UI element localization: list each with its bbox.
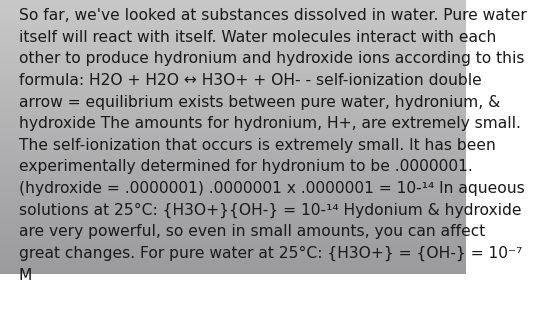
Text: So far, we've looked at substances dissolved in water. Pure water
itself will re: So far, we've looked at substances disso…	[18, 8, 526, 283]
